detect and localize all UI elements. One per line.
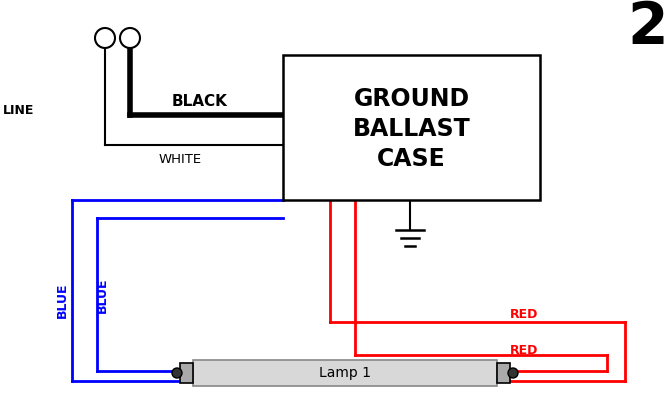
Bar [180,363,193,383]
Text: BALLAST: BALLAST [353,117,470,142]
Bar [283,55,540,200]
Text: CASE: CASE [377,148,446,172]
Text: LINE: LINE [3,103,34,117]
Circle shape [120,28,140,48]
Circle shape [508,368,518,378]
Bar [193,360,497,386]
Circle shape [95,28,115,48]
Text: RED: RED [510,308,538,322]
Text: RED: RED [510,344,538,356]
Text: Lamp 1: Lamp 1 [319,366,371,380]
Bar [497,363,510,383]
Circle shape [172,368,182,378]
Text: GROUND: GROUND [354,87,470,111]
Text: WHITE: WHITE [158,153,201,166]
Text: 2: 2 [627,0,668,57]
Text: BLACK: BLACK [172,94,228,109]
Text: BLUE: BLUE [56,282,68,318]
Text: BLUE: BLUE [95,277,109,313]
